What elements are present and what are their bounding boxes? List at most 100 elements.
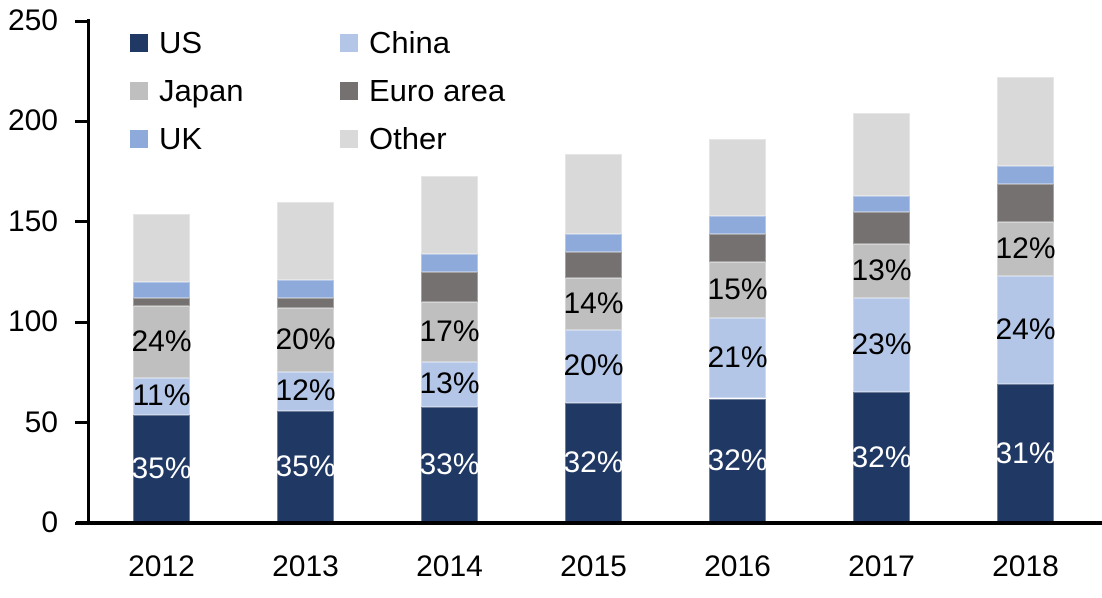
percent-label-us-2013: 35% [275,449,336,483]
percent-label-china-2016: 21% [707,341,768,375]
y-tick-label: 50 [24,405,58,439]
percent-label-us-2015: 32% [563,445,624,479]
y-tick-label: 0 [41,506,58,539]
bar-segment-china-2018 [997,276,1054,385]
bar-segment-japan-2017 [853,243,910,299]
x-tick-label-2018: 2018 [992,550,1059,583]
legend-swatch-japan [130,82,148,100]
bar-segment-other-2016 [709,139,766,216]
bar-segment-japan-2018 [997,221,1054,276]
bar-segment-uk-2016 [709,215,766,234]
bar-segment-euro-area-2017 [853,211,910,244]
x-tick-label-2013: 2013 [272,550,339,583]
percent-label-us-2016: 32% [707,443,768,477]
percent-label-japan-2015: 14% [563,287,624,321]
legend-item-uk: UK [130,122,202,156]
legend-label-other: Other [369,121,447,156]
percent-label-us-2017: 32% [851,440,912,474]
x-tick-label-2012: 2012 [128,550,195,583]
bar-segment-us-2018 [997,384,1054,523]
bar-segment-other-2013 [277,201,334,281]
x-tick-label-2015: 2015 [560,550,627,583]
legend-swatch-us [130,34,148,52]
bar-segment-china-2016 [709,318,766,399]
bar-segment-us-2014 [421,406,478,523]
x-axis-line [76,521,1102,525]
bar-segment-us-2013 [277,410,334,523]
legend-item-other: Other [340,122,447,156]
bar-segment-china-2014 [421,362,478,407]
bar-segment-japan-2013 [277,308,334,373]
bar-segment-japan-2016 [709,261,766,319]
percent-label-us-2014: 33% [419,447,480,481]
bar-segment-other-2017 [853,113,910,196]
legend-label-us: US [159,25,203,60]
legend-swatch-other [340,130,358,148]
y-tick [75,421,88,425]
bar-segment-euro-area-2016 [709,233,766,262]
y-tick [75,19,88,23]
bar-segment-euro-area-2014 [421,272,478,303]
y-tick [75,119,88,123]
legend-item-china: China [340,26,450,60]
bar-segment-us-2016 [709,398,766,523]
bar-segment-japan-2012 [133,306,190,379]
bar-segment-china-2013 [277,372,334,411]
x-tick-label-2017: 2017 [848,550,915,583]
legend-label-euro-area: Euro area [369,73,506,108]
percent-label-japan-2014: 17% [419,315,480,349]
bar-segment-japan-2015 [565,278,622,331]
percent-label-japan-2012: 24% [131,325,192,359]
bar-segment-euro-area-2013 [277,298,334,309]
y-tick-label: 200 [7,104,58,138]
percent-label-china-2012: 11% [132,379,191,413]
y-tick-label: 100 [7,305,58,339]
bar-segment-japan-2014 [421,302,478,363]
bar-segment-euro-area-2018 [997,183,1054,222]
bar-segment-other-2014 [421,175,478,254]
legend-swatch-uk [130,130,148,148]
legend-label-japan: Japan [159,73,244,108]
legend-label-uk: UK [159,121,203,156]
bar-segment-us-2015 [565,402,622,523]
bar-segment-china-2017 [853,298,910,393]
percent-label-us-2018: 31% [995,436,1056,470]
y-tick-label: 150 [7,204,58,238]
legend-item-euro-area: Euro area [340,74,505,108]
bar-segment-china-2012 [133,378,190,415]
percent-label-japan-2017: 13% [851,253,912,287]
percent-label-china-2014: 13% [419,367,480,401]
legend-swatch-china [340,34,358,52]
bar-segment-other-2015 [565,153,622,234]
percent-label-japan-2016: 15% [707,273,768,307]
bar-segment-other-2018 [997,77,1054,166]
bar-segment-us-2017 [853,392,910,523]
bar-segment-uk-2012 [133,282,190,299]
percent-label-china-2015: 20% [563,349,624,383]
bar-segment-uk-2017 [853,195,910,212]
percent-label-china-2013: 12% [275,374,336,408]
bar-segment-euro-area-2015 [565,251,622,278]
bar-segment-china-2015 [565,330,622,403]
bar-segment-us-2012 [133,414,190,523]
percent-label-china-2017: 23% [851,328,912,362]
y-tick [75,220,88,224]
bar-segment-uk-2018 [997,165,1054,184]
x-tick-label-2014: 2014 [416,550,483,583]
bar-segment-uk-2015 [565,233,622,252]
bar-segment-uk-2014 [421,253,478,272]
percent-label-japan-2013: 20% [275,323,336,357]
y-tick-label: 250 [7,4,58,37]
bar-segment-other-2012 [133,213,190,283]
legend-swatch-euro-area [340,82,358,100]
x-tick-label-2016: 2016 [704,550,771,583]
legend-label-china: China [369,25,450,60]
percent-label-china-2018: 24% [995,313,1056,347]
legend-item-japan: Japan [130,74,243,108]
bar-segment-euro-area-2012 [133,298,190,307]
y-tick [75,320,88,324]
percent-label-japan-2018: 12% [995,231,1056,265]
y-axis-line [87,19,90,524]
legend-item-us: US [130,26,202,60]
